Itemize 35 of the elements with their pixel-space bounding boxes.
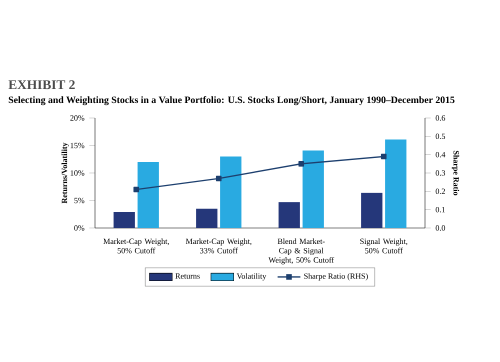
y2-tick-label: 0.2 — [436, 188, 445, 194]
chart-subtitle: Selecting and Weighting Stocks in a Value Portfolio: U.S. Stocks Long/Short, January 1990–December 2015 — [8, 96, 454, 106]
x-tick-label: Market-Cap Weight, 33% Cutoff — [186, 238, 252, 254]
y-tick-label: 15% — [70, 142, 84, 148]
legend-label: Sharpe Ratio (RHS) — [304, 273, 368, 280]
y-axis-title: Returns/Volatility — [61, 142, 69, 204]
bar — [196, 208, 218, 228]
bar — [302, 150, 324, 228]
y-tick-label: 0% — [74, 225, 84, 231]
point — [298, 161, 304, 167]
point — [216, 176, 222, 182]
x-tick-label: Signal Weight, 50% Cutoff — [360, 238, 408, 254]
bar — [114, 212, 135, 228]
y-tick-label: 5% — [74, 198, 84, 204]
point — [133, 186, 140, 192]
y-tick-label: 10% — [70, 170, 84, 176]
point — [380, 154, 387, 160]
bar — [278, 202, 300, 228]
x-tick-label: Market-Cap Weight, 50% Cutoff — [103, 238, 169, 254]
y2-tick-label: 0.5 — [436, 134, 446, 140]
y2-tick-label: 0.6 — [436, 115, 446, 121]
y2-tick-label: 0.4 — [436, 152, 446, 158]
x-tick-label: Blend Market-Cap & Signal Weight, 50% Cutoff — [268, 238, 334, 264]
bar — [138, 162, 159, 228]
chart-title: EXHIBIT 2 — [8, 80, 75, 90]
y-tick-label: 20% — [70, 115, 84, 121]
y2-tick-label: 0.1 — [436, 206, 445, 212]
y2-axis-title: Sharpe Ratio — [452, 150, 460, 196]
bar — [385, 139, 406, 228]
y2-tick-label: 0.0 — [436, 225, 446, 231]
y2-tick-label: 0.3 — [436, 170, 446, 176]
legend-label: Returns — [175, 273, 200, 279]
bar — [220, 156, 242, 228]
legend-label: Volatility — [236, 273, 266, 280]
bar — [361, 192, 382, 228]
